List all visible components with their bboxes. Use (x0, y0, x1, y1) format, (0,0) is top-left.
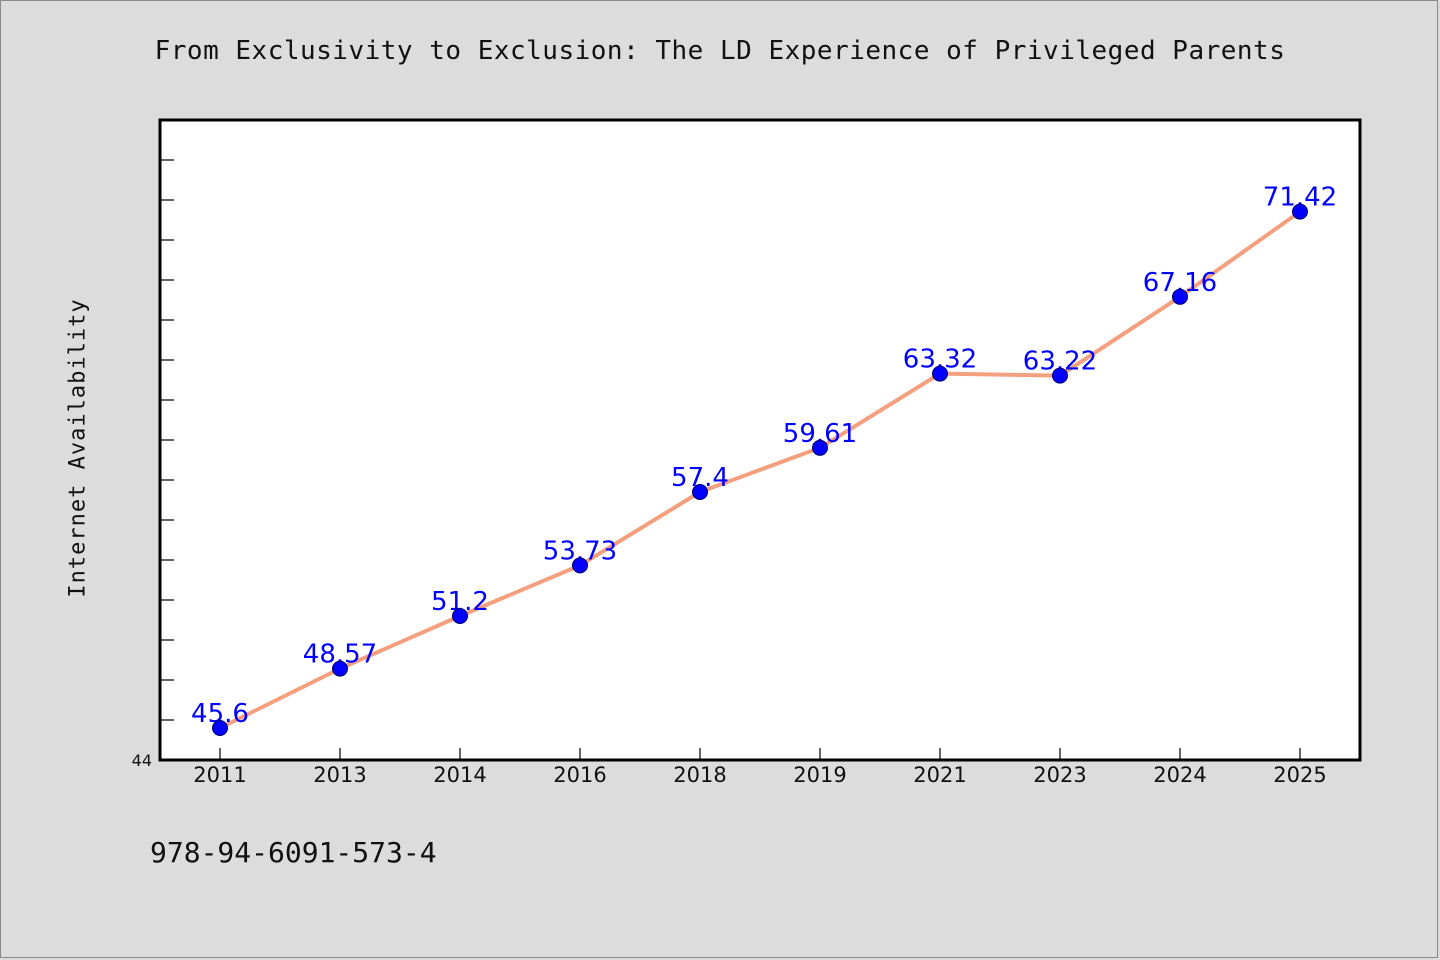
chart-title: From Exclusivity to Exclusion: The LD Ex… (154, 36, 1286, 66)
x-tick-label: 2023 (1033, 763, 1086, 787)
data-point (1292, 203, 1308, 220)
x-tick-label: 2013 (313, 763, 366, 787)
data-point (212, 720, 228, 736)
data-point (1172, 288, 1188, 305)
plot-area (158, 118, 1362, 762)
y-tick-label: 44 (132, 751, 152, 770)
y-axis-ticks: 44 (132, 159, 174, 770)
data-point (572, 557, 588, 574)
x-axis-ticks: 2011 2013 2014 2016 2018 2019 2021 2023 2024 2025 (193, 748, 1327, 787)
data-point (932, 365, 948, 382)
x-tick-label: 2016 (553, 763, 606, 787)
x-tick-label: 2024 (1153, 763, 1206, 787)
x-tick-label: 2021 (913, 763, 966, 787)
x-tick-label: 2025 (1273, 763, 1326, 787)
data-point (332, 660, 348, 677)
x-tick-label: 2018 (673, 763, 726, 787)
data-point (1052, 367, 1068, 384)
data-point (692, 484, 708, 500)
x-tick-label: 2014 (433, 763, 486, 787)
x-tick-label: 2019 (793, 763, 846, 787)
data-point (452, 608, 468, 624)
series-line (219, 209, 1302, 730)
data-point (812, 439, 828, 456)
isbn-code: 978-94-6091-573-4 (150, 836, 437, 869)
x-tick-label: 2011 (193, 763, 246, 787)
